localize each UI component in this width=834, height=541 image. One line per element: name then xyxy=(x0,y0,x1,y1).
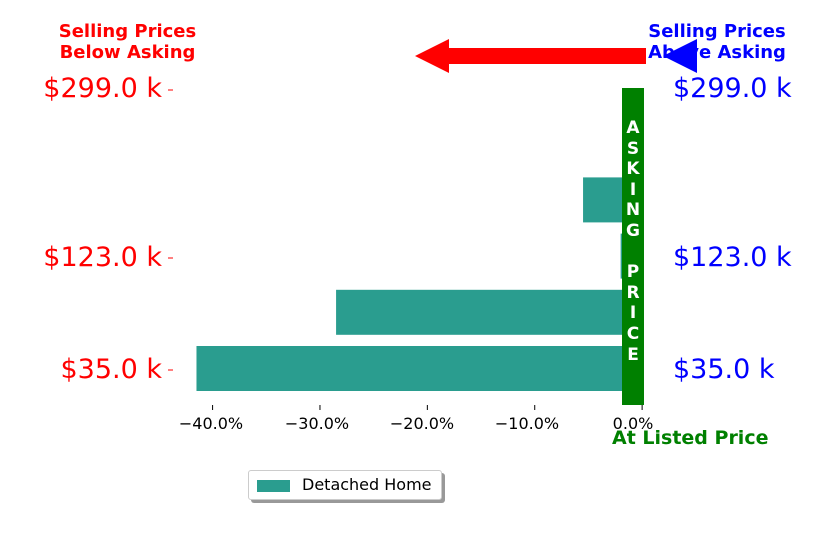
asking-letter: P xyxy=(626,262,640,283)
asking-letter: N xyxy=(625,200,641,221)
legend-label: Detached Home xyxy=(302,475,432,494)
price-label-left-35: $35.0 k xyxy=(60,354,162,385)
asking-letter: S xyxy=(626,138,640,159)
bar-0 xyxy=(196,346,643,391)
x-tick-label-neg40: −40.0% xyxy=(178,414,244,433)
red-left-arrow xyxy=(415,39,646,73)
x-tick-marks xyxy=(212,405,643,410)
price-label-left-299: $299.0 k xyxy=(43,73,162,104)
arrows-group xyxy=(415,39,697,73)
bars-group xyxy=(196,121,643,391)
x-tick-label-neg10: −10.0% xyxy=(494,414,560,433)
asking-letter xyxy=(622,242,644,263)
asking-letter: K xyxy=(626,159,640,180)
asking-letter: G xyxy=(626,220,640,241)
price-label-left-123: $123.0 k xyxy=(43,242,162,273)
at-listed-price-label: At Listed Price xyxy=(612,427,769,449)
legend: Detached Home xyxy=(248,470,442,500)
asking-letter: I xyxy=(629,303,637,324)
x-tick-label-neg20: −20.0% xyxy=(389,414,455,433)
price-label-right-123: $123.0 k xyxy=(673,242,792,273)
x-tick-label-0: 0.0% xyxy=(612,414,654,433)
asking-letter: R xyxy=(626,282,640,303)
asking-price-band xyxy=(622,88,644,405)
blue-left-arrow xyxy=(663,39,697,73)
below-asking-header: Selling Prices Below Asking xyxy=(58,21,197,63)
asking-letter: I xyxy=(629,179,637,200)
asking-price-label: A S K I N G P R I C E xyxy=(622,118,644,365)
asking-letter: C xyxy=(626,323,640,344)
asking-letter: A xyxy=(626,118,640,138)
above-asking-header: Selling Prices Above Asking xyxy=(648,21,786,63)
price-label-right-299: $299.0 k xyxy=(673,73,792,104)
bar-1 xyxy=(336,289,643,335)
x-tick-label-neg30: −30.0% xyxy=(284,414,350,433)
price-label-right-35: $35.0 k xyxy=(673,354,775,385)
legend-swatch xyxy=(257,480,290,492)
asking-letter: E xyxy=(627,344,639,365)
left-tick-marks xyxy=(168,89,173,371)
